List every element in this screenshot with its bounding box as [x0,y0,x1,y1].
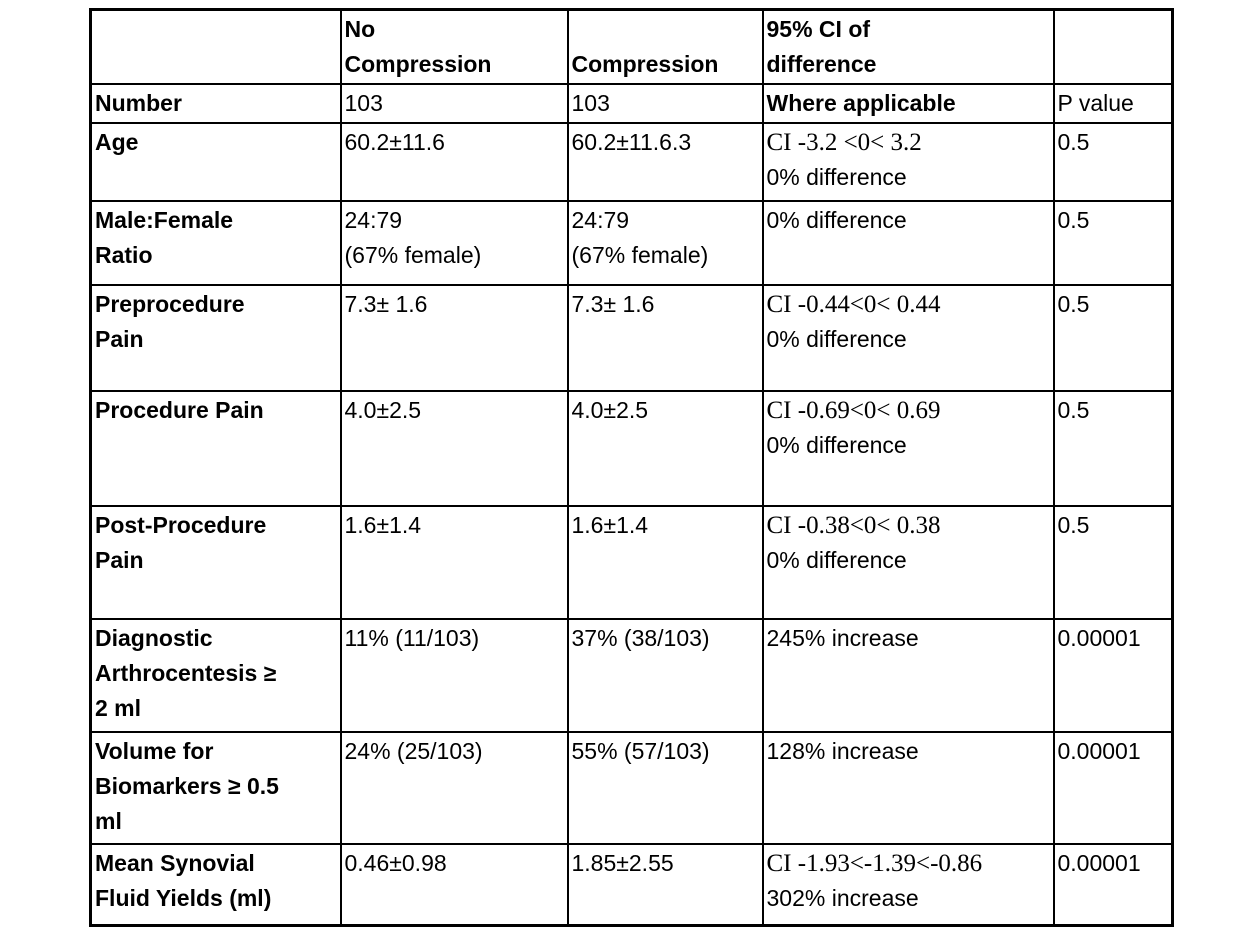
compression-value: 24:79 (67% female) [566,200,764,286]
p-value: 0.00001 [1052,618,1174,733]
p-value: 0.00001 [1052,843,1174,926]
p-value: 0.5 [1052,284,1174,392]
ci-line: 302% increase [766,885,919,911]
table-row: Number 103 103 Where applicable P value [89,83,1174,124]
header-cell-compression: Compression [566,8,764,85]
no-compression-value: 24% (25/103) [339,731,569,845]
no-compression-value: 24:79 (67% female) [339,200,569,286]
compression-value: 37% (38/103) [566,618,764,733]
row-label: Diagnostic Arthrocentesis ≥ 2 ml [89,618,342,733]
p-value: 0.5 [1052,122,1174,202]
no-compression-value: 7.3± 1.6 [339,284,569,392]
row-label: Number [89,83,342,124]
row-label: Post-Procedure Pain [89,505,342,620]
ci-difference-cell: CI -0.44<0< 0.44 0% difference [761,284,1055,392]
p-value: 0.5 [1052,200,1174,286]
p-value: 0.5 [1052,390,1174,507]
ci-line: 0% difference [766,207,907,233]
compression-value: 103 [566,83,764,124]
ci-difference-cell: CI -3.2 <0< 3.2 0% difference [761,122,1055,202]
no-compression-value: 60.2±11.6 [339,122,569,202]
p-value: 0.5 [1052,505,1174,620]
ci-difference-cell: CI -0.69<0< 0.69 0% difference [761,390,1055,507]
no-compression-value: 1.6±1.4 [339,505,569,620]
ci-line: CI -0.69<0< 0.69 [766,397,941,424]
ci-difference-cell: 128% increase [761,731,1055,845]
ci-line: CI -1.93<-1.39<-0.86 [766,850,983,877]
ci-line: 0% difference [766,432,907,458]
table-row: Post-Procedure Pain 1.6±1.4 1.6±1.4 CI -0.3… [89,505,1174,620]
p-value: P value [1052,83,1174,124]
table-row: Diagnostic Arthrocentesis ≥ 2 ml 11% (11/… [89,618,1174,733]
ci-line: CI -3.2 <0< 3.2 [766,129,922,156]
row-label: Male:Female Ratio [89,200,342,286]
row-label: Procedure Pain [89,390,342,507]
compression-value: 7.3± 1.6 [566,284,764,392]
compression-value: 55% (57/103) [566,731,764,845]
no-compression-value: 4.0±2.5 [339,390,569,507]
table-body: Number 103 103 Where applicable P value Age 60… [89,83,1174,926]
ci-line: CI -0.38<0< 0.38 [766,512,941,539]
ci-line: 0% difference [766,547,907,573]
table-row: Volume for Biomarkers ≥ 0.5 ml 24% (25/10… [89,731,1174,845]
study-table: No Compression Compression 95% CI of diffe… [89,8,1174,927]
row-label: Mean Synovial Fluid Yields (ml) [89,843,342,926]
ci-line: 128% increase [766,738,919,764]
table-row: Mean Synovial Fluid Yields (ml) 0.46±0.98… [89,843,1174,926]
header-cell-no-compression: No Compression [339,8,569,85]
ci-line: 0% difference [766,326,907,352]
ci-difference-cell: CI -0.38<0< 0.38 0% difference [761,505,1055,620]
ci-line: Where applicable [766,90,956,116]
compression-value: 60.2±11.6.3 [566,122,764,202]
header-cell-corner-blank [89,8,342,85]
compression-value: 4.0±2.5 [566,390,764,507]
table-row: Procedure Pain 4.0±2.5 4.0±2.5 CI -0.69<0< … [89,390,1174,507]
p-value: 0.00001 [1052,731,1174,845]
ci-difference-cell: 245% increase [761,618,1055,733]
header-row: No Compression Compression 95% CI of diffe… [89,8,1174,85]
no-compression-value: 0.46±0.98 [339,843,569,926]
compression-value: 1.6±1.4 [566,505,764,620]
ci-line: 245% increase [766,625,919,651]
table-row: Age 60.2±11.6 60.2±11.6.3 CI -3.2 <0< 3.2 0%… [89,122,1174,202]
no-compression-value: 11% (11/103) [339,618,569,733]
ci-line: CI -0.44<0< 0.44 [766,291,941,318]
table-row: Male:Female Ratio 24:79 (67% female) 24:79… [89,200,1174,286]
header-cell-p-value-blank [1052,8,1174,85]
compression-value: 1.85±2.55 [566,843,764,926]
table-row: Preprocedure Pain 7.3± 1.6 7.3± 1.6 CI -0.4… [89,284,1174,392]
no-compression-value: 103 [339,83,569,124]
row-label: Preprocedure Pain [89,284,342,392]
row-label: Volume for Biomarkers ≥ 0.5 ml [89,731,342,845]
header-cell-ci-of-difference: 95% CI of difference [761,8,1055,85]
ci-difference-cell: Where applicable [761,83,1055,124]
ci-difference-cell: CI -1.93<-1.39<-0.86 302% increase [761,843,1055,926]
ci-line: 0% difference [766,164,907,190]
ci-difference-cell: 0% difference [761,200,1055,286]
row-label: Age [89,122,342,202]
